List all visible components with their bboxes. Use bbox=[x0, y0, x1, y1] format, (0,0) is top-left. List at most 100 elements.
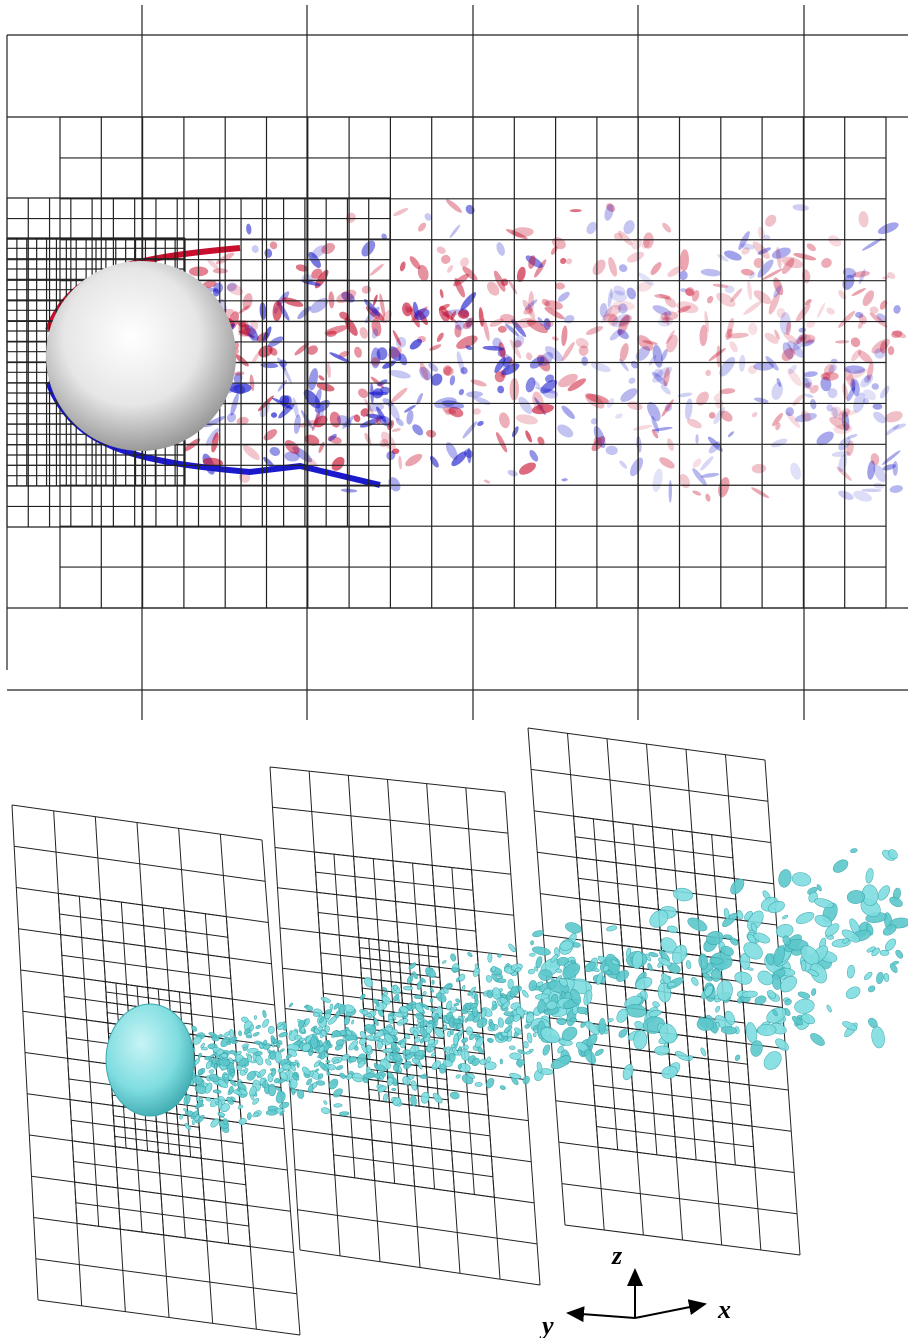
vortex-tube bbox=[723, 908, 730, 919]
vortex-blob bbox=[326, 363, 331, 378]
vortex-blob bbox=[358, 326, 369, 340]
vortex-tube bbox=[247, 1112, 252, 1120]
mesh-line bbox=[12, 805, 262, 840]
vortex-tube bbox=[880, 950, 889, 956]
vortex-blob bbox=[825, 306, 836, 316]
vortex-tube bbox=[846, 965, 855, 979]
vortex-blob bbox=[632, 424, 652, 432]
wake-slice bbox=[7, 5, 908, 720]
vortex-blob bbox=[425, 429, 437, 439]
vortex-blob bbox=[296, 304, 313, 321]
vortex-tube bbox=[339, 1111, 349, 1116]
vortex-blob bbox=[792, 204, 809, 212]
vortex-tube bbox=[201, 1047, 207, 1050]
vortex-blob bbox=[268, 240, 278, 251]
vortex-tube bbox=[442, 960, 447, 964]
vortex-blob bbox=[428, 343, 442, 352]
vortex-tube bbox=[455, 998, 461, 1004]
vortex-blob bbox=[440, 254, 451, 265]
vortex-blob bbox=[307, 295, 330, 316]
vortex-blob bbox=[570, 209, 582, 212]
mesh-line bbox=[77, 1223, 250, 1246]
vortex-blob bbox=[386, 475, 403, 494]
mesh-line bbox=[36, 1259, 297, 1294]
vortex-blob bbox=[626, 400, 643, 412]
vortex-tube bbox=[270, 1051, 276, 1060]
vortex-tube bbox=[429, 987, 434, 992]
vortex-tube bbox=[499, 1085, 506, 1091]
vortex-blob bbox=[770, 381, 785, 401]
vortex-tube bbox=[528, 969, 535, 974]
vortex-tube bbox=[797, 991, 810, 1000]
vortex-blob bbox=[517, 460, 538, 477]
vortex-blob bbox=[391, 427, 401, 432]
x-arrow bbox=[635, 1304, 705, 1318]
vortex-tube bbox=[208, 1069, 214, 1074]
vortex-tube bbox=[652, 1000, 661, 1008]
vortex-blob bbox=[684, 398, 693, 420]
vortex-tube bbox=[396, 1017, 409, 1027]
vortex-blob bbox=[353, 346, 363, 359]
vortex-tube bbox=[530, 940, 534, 945]
vortex-blob bbox=[555, 282, 565, 289]
vortex-blob bbox=[849, 335, 862, 349]
mesh-line bbox=[574, 816, 732, 837]
vortex-tube bbox=[698, 953, 709, 970]
mesh-line bbox=[76, 1203, 249, 1226]
vortex-tube bbox=[533, 1032, 537, 1037]
mesh-line bbox=[38, 1300, 300, 1335]
vortex-blob bbox=[516, 394, 535, 416]
vortex-blob bbox=[334, 287, 358, 306]
vortex-blob bbox=[590, 257, 608, 277]
vortex-blob bbox=[555, 422, 576, 440]
vortex-tube bbox=[844, 984, 862, 1001]
vortex-blob bbox=[821, 372, 839, 381]
vortex-tube bbox=[863, 971, 874, 981]
vortex-tube bbox=[867, 984, 876, 993]
vortex-blob bbox=[511, 425, 520, 438]
vortex-tube bbox=[467, 952, 473, 958]
vortex-tube bbox=[392, 1088, 396, 1091]
vortex-blob bbox=[560, 404, 577, 421]
vortex-blob bbox=[889, 484, 903, 494]
vortex-tube bbox=[294, 1035, 301, 1039]
vortex-blob bbox=[581, 356, 588, 366]
vortex-blob bbox=[251, 244, 260, 253]
vortex-tube bbox=[351, 1020, 354, 1025]
vortex-blob bbox=[750, 486, 770, 500]
vortex-tube bbox=[532, 929, 544, 938]
vortex-blob bbox=[803, 371, 818, 378]
vortex-blob bbox=[814, 429, 836, 448]
vortex-tube bbox=[570, 1018, 577, 1023]
vortex-tube bbox=[255, 1024, 261, 1029]
vortex-tube bbox=[577, 1007, 587, 1014]
vortex-tube bbox=[686, 915, 709, 934]
vortex-tube bbox=[490, 1003, 498, 1011]
vortex-blob bbox=[241, 443, 262, 463]
vortex-tube bbox=[223, 1031, 231, 1038]
vortex-tube bbox=[777, 868, 793, 888]
vortex-blob bbox=[625, 249, 645, 264]
vortex-blob bbox=[861, 237, 883, 252]
vortex-tube bbox=[325, 1059, 330, 1063]
vortex-blob bbox=[498, 326, 507, 333]
vortex-tube bbox=[393, 985, 397, 991]
vortex-tube bbox=[491, 966, 496, 972]
vortex-tube bbox=[634, 975, 654, 992]
vortex-tube bbox=[474, 995, 478, 1001]
vortex-tube bbox=[330, 1004, 333, 1010]
mesh-line bbox=[14, 846, 265, 881]
mesh-line bbox=[300, 1250, 540, 1285]
vortex-blob bbox=[466, 391, 483, 398]
mesh-line bbox=[578, 878, 736, 899]
vortex-blob bbox=[791, 393, 804, 407]
vortex-blob bbox=[785, 407, 795, 417]
vortex-tube bbox=[238, 1030, 242, 1036]
vortex-blob bbox=[344, 211, 358, 225]
vortex-blob bbox=[858, 211, 869, 228]
vortex-blob bbox=[837, 489, 855, 502]
vortex-tube bbox=[229, 1079, 237, 1087]
vortex-blob bbox=[473, 395, 492, 406]
vortex-tube bbox=[213, 1089, 222, 1093]
vortex-blob bbox=[444, 197, 463, 214]
